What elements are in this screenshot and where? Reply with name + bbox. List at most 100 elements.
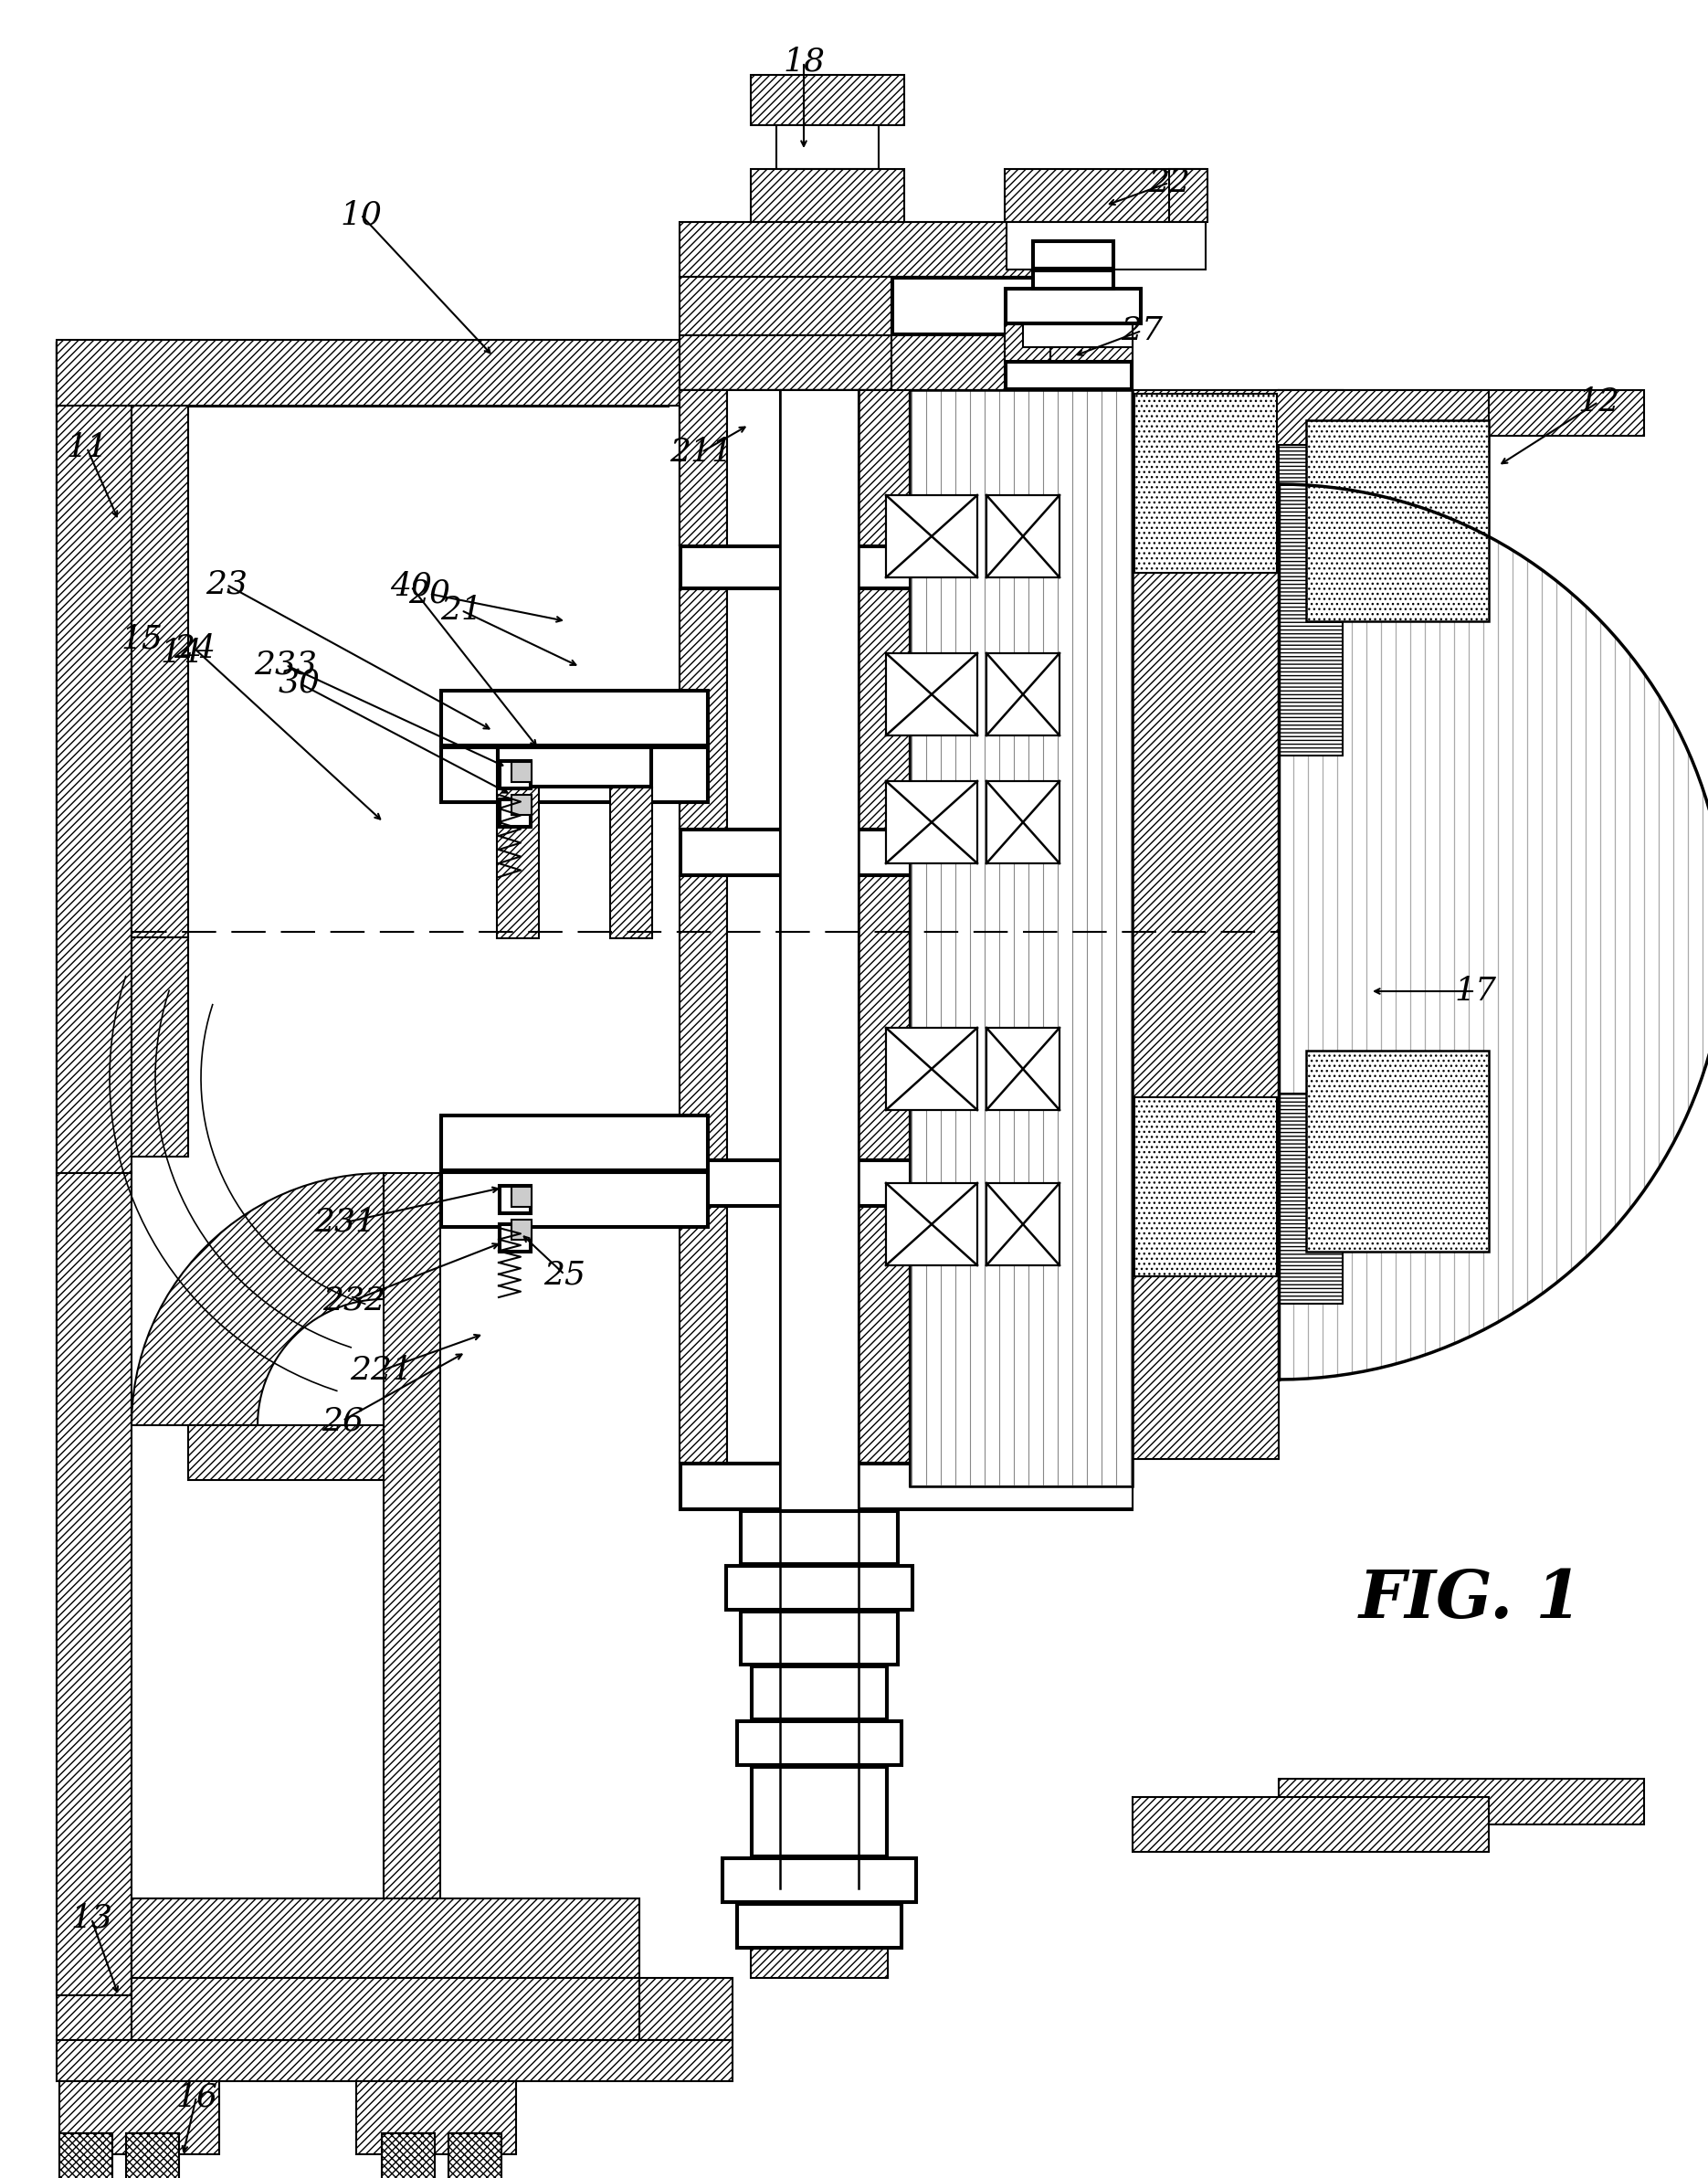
Bar [886, 1183, 977, 1265]
Bar [892, 277, 1045, 335]
Bar [886, 782, 977, 862]
Bar [56, 405, 132, 1174]
Bar [60, 2082, 219, 2154]
Text: 15: 15 [121, 623, 162, 656]
Bar [987, 653, 1059, 736]
Bar [859, 390, 910, 828]
Text: 11: 11 [67, 431, 108, 464]
Bar [741, 1512, 897, 1564]
Bar [680, 828, 1132, 876]
Bar [56, 2041, 733, 2082]
Bar [886, 1183, 977, 1265]
Bar [132, 937, 188, 1157]
Bar [987, 1183, 1059, 1265]
Bar [500, 1224, 529, 1250]
Bar [1004, 362, 1132, 390]
Bar [442, 693, 707, 745]
Bar [511, 795, 531, 815]
Bar [777, 124, 878, 170]
Bar [499, 1185, 531, 1213]
Text: FIG. 1: FIG. 1 [1360, 1566, 1582, 1631]
Bar [681, 547, 1132, 588]
Bar [56, 1978, 733, 2041]
Text: 211: 211 [670, 438, 733, 468]
Text: 40: 40 [389, 571, 432, 601]
Bar [859, 876, 910, 1159]
Text: 25: 25 [543, 1259, 586, 1289]
Bar [728, 590, 859, 828]
Bar [132, 1899, 639, 1978]
Bar [987, 782, 1059, 862]
Bar [499, 799, 531, 828]
Bar [1006, 364, 1131, 388]
Bar [1033, 242, 1112, 268]
Bar [442, 749, 707, 802]
Bar [441, 1115, 709, 1172]
Bar [886, 653, 977, 736]
Bar [886, 494, 977, 577]
Bar [56, 405, 130, 1154]
Bar [753, 1668, 886, 1718]
Bar [681, 830, 1132, 873]
Bar [1279, 390, 1342, 756]
Bar [56, 342, 668, 405]
Text: 18: 18 [782, 46, 825, 78]
Bar [680, 544, 1132, 590]
Bar [859, 590, 910, 828]
Bar [1279, 390, 1645, 436]
Bar [886, 1028, 977, 1111]
Bar [740, 1509, 898, 1566]
Bar [680, 1207, 728, 1464]
Bar [441, 747, 709, 804]
Bar [1006, 290, 1139, 322]
Bar [449, 2132, 502, 2178]
Bar [680, 390, 892, 544]
Bar [781, 390, 859, 1888]
Bar [910, 590, 1132, 828]
Bar [681, 1161, 1132, 1204]
Bar [1006, 222, 1206, 270]
Bar [442, 1174, 707, 1226]
Bar [987, 782, 1059, 862]
Bar [680, 277, 1081, 335]
Bar [892, 335, 1132, 390]
Bar [753, 1769, 886, 1856]
Bar [497, 747, 652, 788]
Text: 30: 30 [278, 669, 321, 699]
Text: 232: 232 [323, 1285, 386, 1316]
Text: 26: 26 [321, 1405, 364, 1435]
Bar [728, 1566, 912, 1610]
Bar [499, 1224, 531, 1252]
Text: 17: 17 [1454, 976, 1496, 1006]
Bar [1004, 325, 1050, 362]
Bar [384, 1174, 441, 1899]
Bar [893, 279, 1045, 333]
Bar [1279, 1779, 1645, 1825]
Bar [1004, 170, 1206, 222]
Bar [740, 1612, 898, 1666]
Bar [500, 799, 529, 825]
Bar [511, 1220, 531, 1239]
Bar [987, 494, 1059, 577]
Text: 10: 10 [340, 198, 383, 231]
Bar [441, 1172, 709, 1228]
Bar [910, 390, 1132, 1485]
Bar [680, 590, 728, 828]
Bar [886, 653, 977, 736]
Polygon shape [132, 1174, 384, 1424]
Bar [910, 390, 1132, 1485]
Bar [1023, 325, 1132, 346]
Bar [987, 1183, 1059, 1265]
Bar [681, 1464, 1132, 1509]
Text: 231: 231 [314, 1207, 377, 1237]
Bar [680, 390, 892, 544]
Bar [886, 1028, 977, 1111]
Bar [1132, 1276, 1279, 1459]
Bar [1168, 170, 1208, 222]
Bar [56, 1154, 130, 1975]
Bar [511, 1187, 531, 1207]
Bar [383, 2132, 436, 2178]
Bar [1132, 573, 1279, 1276]
Bar [728, 876, 859, 1159]
Text: 233: 233 [254, 649, 318, 680]
